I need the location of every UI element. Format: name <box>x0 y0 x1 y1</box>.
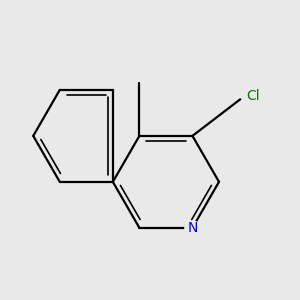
Text: N: N <box>187 221 198 235</box>
Text: Cl: Cl <box>247 89 260 103</box>
